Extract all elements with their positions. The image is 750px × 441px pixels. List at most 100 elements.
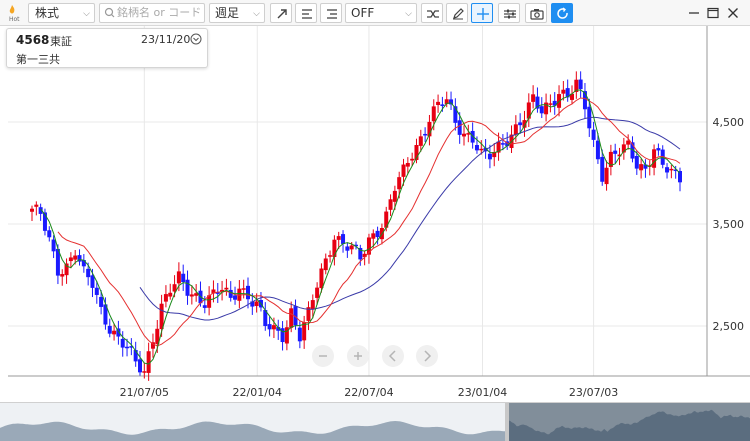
candle-body bbox=[51, 239, 56, 252]
chevron-down-circle-icon[interactable] bbox=[190, 33, 202, 45]
candle-body bbox=[539, 106, 544, 114]
candle-body bbox=[241, 288, 246, 290]
align-right-button[interactable] bbox=[320, 3, 342, 23]
camera-icon bbox=[530, 9, 544, 20]
candle-body bbox=[604, 167, 609, 185]
candle-body bbox=[630, 142, 635, 159]
shuffle-button[interactable] bbox=[421, 3, 443, 23]
close-icon bbox=[728, 8, 738, 18]
candle-body bbox=[328, 255, 333, 257]
candle-body bbox=[94, 287, 99, 295]
candle-body bbox=[427, 121, 432, 137]
hot-button[interactable]: Hot bbox=[4, 2, 20, 24]
scroll-left-button[interactable] bbox=[382, 345, 404, 367]
period-select[interactable]: 週足 ⌵ bbox=[209, 3, 265, 23]
candle-body bbox=[138, 359, 142, 373]
candle-body bbox=[293, 306, 298, 326]
candle-body bbox=[86, 268, 91, 278]
candle-body bbox=[142, 371, 147, 373]
sliders-icon bbox=[504, 9, 516, 19]
moving-average-long bbox=[139, 116, 681, 321]
navigator-selection[interactable] bbox=[507, 403, 750, 441]
candle-body bbox=[522, 120, 527, 128]
candle-body bbox=[626, 140, 631, 145]
zoom-out-button[interactable] bbox=[312, 345, 334, 367]
candle-body bbox=[665, 167, 670, 173]
settings-button[interactable] bbox=[498, 3, 520, 23]
candle-body bbox=[431, 106, 436, 122]
candle-body bbox=[608, 151, 613, 167]
candle-body bbox=[479, 148, 484, 151]
candle-body bbox=[500, 143, 505, 145]
candle-body bbox=[99, 296, 104, 307]
search-icon bbox=[104, 7, 115, 18]
candle-body bbox=[496, 141, 501, 153]
candle-body bbox=[30, 208, 34, 212]
candle-body bbox=[518, 122, 523, 126]
draw-button[interactable] bbox=[446, 3, 468, 23]
chevron-down-icon: ⌵ bbox=[83, 9, 90, 19]
minimize-icon bbox=[689, 12, 699, 14]
y-tick-label: 2,500 bbox=[713, 320, 745, 333]
chevron-down-icon: ⌵ bbox=[253, 9, 260, 19]
candle-body bbox=[280, 328, 285, 343]
range-navigator[interactable] bbox=[0, 402, 750, 441]
candle-body bbox=[284, 327, 289, 344]
candle-body bbox=[181, 273, 186, 283]
candle-body bbox=[634, 156, 639, 169]
candle-body bbox=[513, 124, 518, 135]
candle-body bbox=[656, 148, 661, 151]
align-left-button[interactable] bbox=[295, 3, 317, 23]
candle-body bbox=[224, 287, 229, 290]
candle-body bbox=[453, 106, 458, 123]
plot-area bbox=[8, 26, 707, 376]
search-input[interactable]: 銘柄名 or コード bbox=[99, 3, 205, 23]
candle-body bbox=[341, 234, 346, 244]
candle-body bbox=[492, 152, 497, 158]
candle-body bbox=[233, 295, 238, 300]
flame-icon bbox=[9, 5, 15, 14]
minimize-button[interactable] bbox=[685, 4, 703, 22]
candle-body bbox=[250, 301, 255, 307]
candle-body bbox=[621, 144, 626, 153]
refresh-button[interactable] bbox=[551, 3, 573, 23]
y-tick-label: 3,500 bbox=[713, 218, 745, 231]
candle-body bbox=[474, 145, 479, 151]
trendline-button[interactable] bbox=[270, 3, 292, 23]
candles bbox=[30, 71, 682, 381]
candle-body bbox=[302, 322, 307, 341]
candle-body bbox=[55, 248, 60, 276]
candle-body bbox=[146, 351, 151, 373]
candle-body bbox=[462, 133, 466, 137]
period-value: 週足 bbox=[215, 6, 240, 20]
crosshair-button[interactable] bbox=[471, 3, 493, 23]
price-chart[interactable]: 21/07/05 22/01/04 22/07/04 23/01/04 23/07/03… bbox=[0, 26, 750, 402]
candle-body bbox=[565, 88, 570, 98]
close-button[interactable] bbox=[724, 4, 742, 22]
kind-select[interactable]: 株式 ⌵ bbox=[28, 3, 95, 23]
chevron-left-icon bbox=[388, 350, 396, 362]
x-tick-label: 22/01/04 bbox=[233, 386, 282, 399]
chevron-down-icon: ⌵ bbox=[405, 9, 412, 19]
navigator-handle[interactable] bbox=[505, 403, 510, 441]
candle-body bbox=[306, 307, 311, 321]
x-tick-label: 23/01/04 bbox=[458, 386, 507, 399]
zoom-in-button[interactable] bbox=[347, 345, 369, 367]
candle-body bbox=[38, 207, 43, 214]
candle-body bbox=[271, 325, 276, 330]
candle-body bbox=[47, 230, 52, 238]
screenshot-button[interactable] bbox=[525, 3, 547, 23]
candle-body bbox=[561, 89, 566, 94]
maximize-icon bbox=[707, 7, 719, 19]
maximize-button[interactable] bbox=[704, 4, 722, 22]
scroll-right-button[interactable] bbox=[416, 345, 438, 367]
candle-body bbox=[600, 156, 605, 182]
candle-body bbox=[263, 309, 268, 327]
candle-body bbox=[643, 164, 648, 169]
candle-body bbox=[639, 164, 644, 171]
indicator-select[interactable]: OFF ⌵ bbox=[345, 3, 417, 23]
search-placeholder: 銘柄名 or コード bbox=[117, 6, 202, 19]
candle-body bbox=[423, 133, 428, 136]
candle-body bbox=[582, 91, 587, 110]
navigator-overview[interactable] bbox=[0, 403, 750, 441]
